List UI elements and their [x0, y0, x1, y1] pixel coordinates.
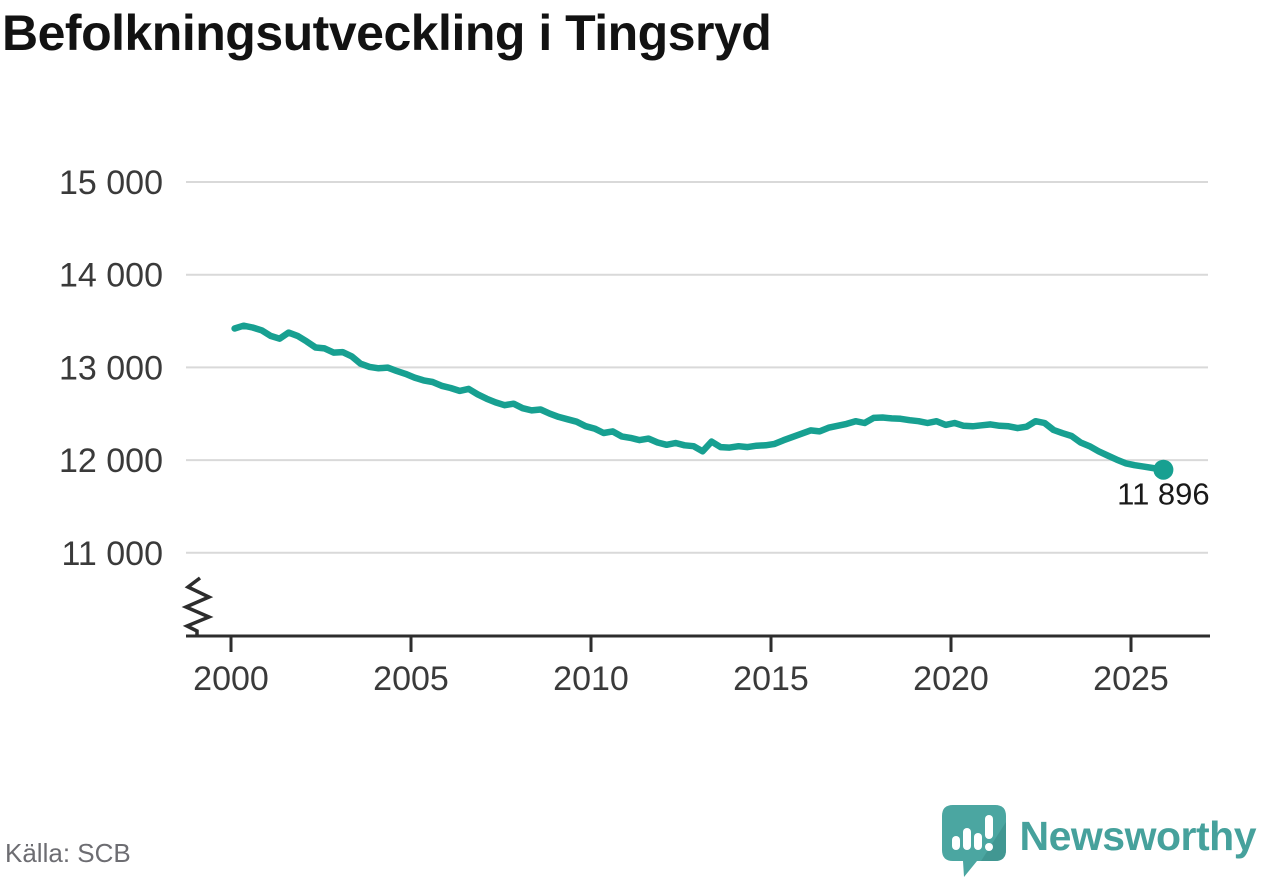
y-tick-label: 15 000 — [59, 164, 163, 202]
source-note: Källa: SCB — [5, 838, 131, 868]
population-line — [231, 322, 1167, 473]
y-tick-label: 11 000 — [62, 535, 163, 573]
x-axis-group: 2000 2005 2010 2015 2020 2025 — [181, 576, 1210, 698]
logo-bar-chart-glyph — [951, 815, 993, 851]
axis-break-icon — [181, 576, 214, 637]
newsworthy-logo-icon — [941, 805, 1006, 877]
x-tick-label: 2000 — [193, 660, 269, 698]
newsworthy-branding: Newsworthy — [941, 804, 1257, 878]
gridlines-group — [186, 181, 1208, 554]
x-tick-label: 2010 — [553, 660, 629, 698]
last-point-marker — [1153, 459, 1174, 480]
y-tick-label: 13 000 — [59, 349, 163, 387]
x-tick-label: 2025 — [1093, 660, 1169, 698]
y-tick-label: 12 000 — [59, 442, 163, 480]
x-tick-label: 2005 — [373, 660, 449, 698]
x-tick-label: 2020 — [913, 660, 989, 698]
y-axis-labels-group: 11 000 12 000 13 000 14 000 15 000 — [59, 164, 163, 573]
series-group — [231, 322, 1167, 473]
annotations-group: 11 896 — [1117, 459, 1210, 512]
y-tick-label: 14 000 — [59, 257, 163, 295]
page-title: Befolkningsutveckling i Tingsryd — [2, 5, 772, 61]
newsworthy-logo-text: Newsworthy — [1019, 813, 1257, 859]
last-value-label: 11 896 — [1117, 477, 1210, 512]
x-tick-label: 2015 — [733, 660, 809, 698]
